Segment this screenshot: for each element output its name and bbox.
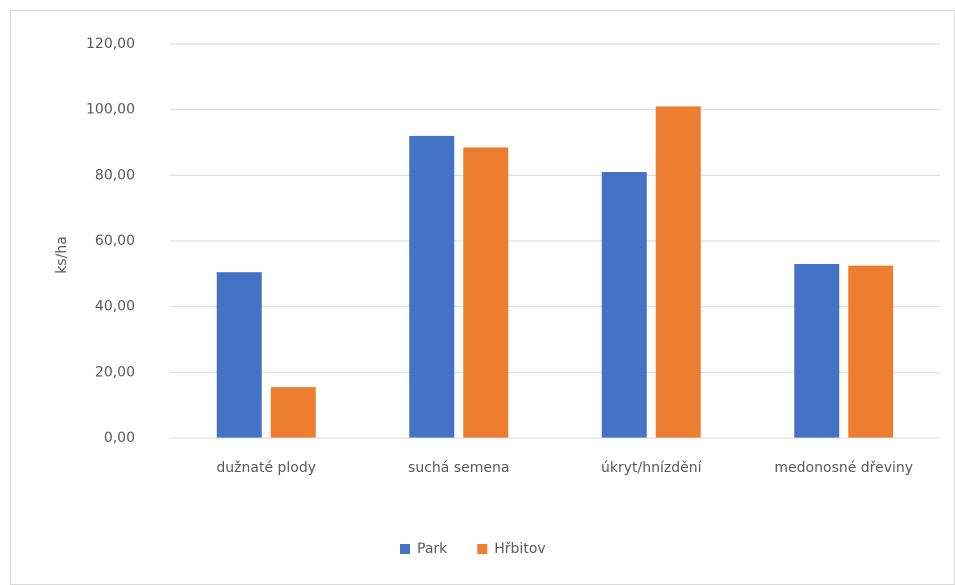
- bar: [216, 272, 262, 438]
- bar: [270, 387, 316, 438]
- y-tick-label: 60,00: [95, 233, 135, 249]
- x-tick-label: medonosné dřeviny: [774, 460, 914, 476]
- y-tick-label: 80,00: [95, 167, 135, 183]
- y-tick-label: 120,00: [86, 36, 135, 52]
- y-tick-label: 100,00: [86, 102, 135, 118]
- y-tick-label: 0,00: [104, 430, 135, 446]
- bar: [409, 135, 455, 438]
- legend-swatch: [400, 544, 410, 554]
- bar: [463, 147, 509, 439]
- legend-label: Hřbitov: [494, 541, 545, 557]
- x-tick-label: dužnaté plody: [216, 460, 317, 476]
- y-axis-label: ks/ha: [54, 236, 70, 274]
- x-tick-label: úkryt/hnízdění: [601, 460, 702, 476]
- y-tick-label: 40,00: [95, 299, 135, 315]
- bar: [655, 106, 701, 438]
- legend-swatch: [477, 544, 488, 554]
- legend-label: Park: [417, 541, 448, 557]
- x-tick-label: suchá semena: [408, 460, 510, 476]
- bar: [601, 172, 647, 439]
- bar: [794, 263, 840, 438]
- bar: [848, 265, 894, 438]
- y-tick-label: 20,00: [95, 364, 135, 380]
